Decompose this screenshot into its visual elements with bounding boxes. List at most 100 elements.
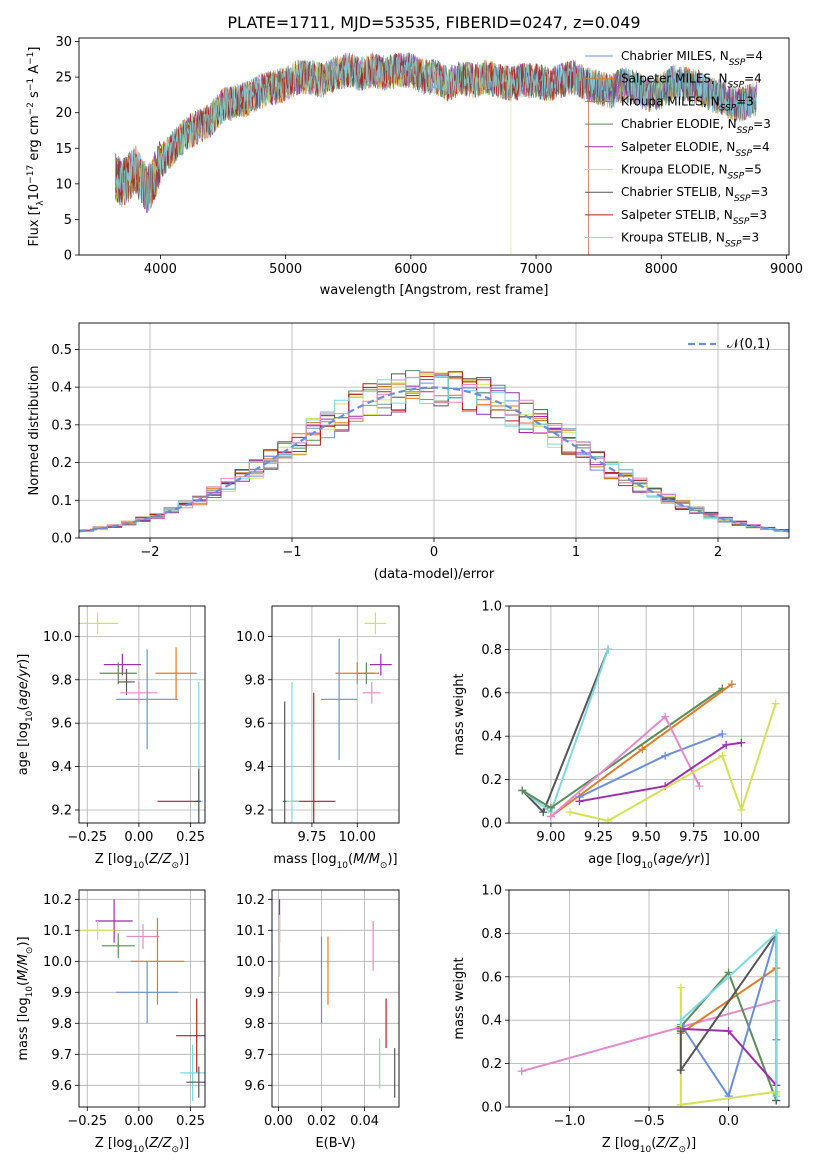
x-axis-label: Z [log10(Z/Z⊙)] (602, 1136, 696, 1155)
y-axis-label: Normed distribution (27, 366, 42, 496)
panel-mass-vs-ebv: 0.00 0.02 0.04 9.6 9.7 9.8 9.9 10.0 10.1 10.2 (236, 889, 400, 1129)
y-tick-label: 0.6 (481, 686, 502, 701)
y-axis-label: Flux [fλ10−17 erg cm−2 s−1 A−1] (26, 47, 46, 247)
plot-area (79, 323, 789, 538)
y-tick-label: 9.6 (244, 1079, 265, 1094)
legend-label: Chabrier MILES, NSSP=4 (621, 49, 763, 68)
x-axis-label: Z [log10(Z/Z⊙)] (95, 1136, 189, 1155)
errorbar-point (369, 653, 392, 676)
x-tick-label: 0.25 (176, 1114, 205, 1129)
y-tick-label: 30 (55, 35, 72, 50)
plot-area (272, 606, 399, 823)
axes-frame (271, 605, 400, 824)
marker-plus (676, 983, 685, 992)
axes-frame (78, 37, 790, 256)
panel-age-vs-mass: 9.75 10.00 9.2 9.4 9.6 9.8 10.0 mass [log10(M/M… (236, 605, 400, 871)
legend-label: Kroupa STELIB, NSSP=3 (621, 231, 759, 250)
x-tick-label: 7000 (520, 262, 553, 277)
y-tick-label: 10.0 (236, 630, 265, 645)
panel-mass-weight-vs-age: 9.00 9.25 9.50 9.75 10.00 0.0 0.2 0.4 0.6 0.8 1.0 a… (452, 600, 790, 871)
x-tick-label: 9.50 (632, 830, 661, 845)
spectrum-line (115, 52, 757, 214)
mass-weight-line (521, 649, 609, 814)
panel-mass-vs-Z: −0.25 0.00 0.25 9.6 9.7 9.8 9.9 10.0 10.1 10.2 Z [… (16, 889, 206, 1155)
marker-plus (546, 803, 555, 812)
y-tick-label: 9.4 (244, 760, 265, 775)
mass-weight-line (550, 715, 701, 818)
marker-plus (676, 1016, 685, 1025)
errorbar-point (130, 917, 185, 1005)
errorbar-point (118, 668, 135, 695)
y-tick-label: 1.0 (481, 600, 502, 615)
y-tick-label: 10.1 (43, 924, 72, 939)
x-tick-label: 2 (714, 545, 722, 560)
x-tick-label: 0.00 (264, 1114, 293, 1129)
marker-plus (565, 808, 574, 817)
axes-frame (271, 889, 400, 1108)
y-tick-label: 10.2 (43, 893, 72, 908)
x-tick-label: 0.00 (124, 1114, 153, 1129)
x-axis-label: E(B-V) (315, 1136, 355, 1151)
errorbar-point (81, 921, 115, 940)
marker-plus (724, 1027, 733, 1036)
marker-plus (772, 1092, 781, 1101)
y-tick-label: 9.6 (51, 717, 72, 732)
x-tick-label: 4000 (144, 262, 177, 277)
legend-label: Salpeter MILES, NSSP=4 (621, 72, 762, 91)
y-tick-label: 0.2 (481, 773, 502, 788)
marker-plus (575, 797, 584, 806)
marker-plus (661, 712, 670, 721)
marker-plus (604, 645, 613, 654)
x-tick-label: 0.00 (124, 830, 153, 845)
x-tick-label: 0.04 (350, 1114, 379, 1129)
errorbar-point (186, 1066, 205, 1098)
y-tick-label: 0.4 (51, 381, 72, 396)
errorbar-point (126, 924, 160, 949)
legend-label: Kroupa ELODIE, NSSP=5 (621, 163, 762, 182)
normal-curve (79, 386, 789, 533)
y-tick-label: 0.0 (481, 817, 502, 832)
x-tick-label: 10.00 (723, 830, 760, 845)
marker-plus (724, 968, 733, 977)
chart-title: PLATE=1711, MJD=53535, FIBERID=0247, z=0… (227, 13, 640, 32)
legend-label: Chabrier STELIB, NSSP=3 (621, 185, 768, 204)
panel-residuals: −2 −1 0 1 2 0.0 0.1 0.2 0.3 0.4 0.5 𝒩(0,1) (data-mod… (27, 322, 790, 582)
errorbar-point (176, 998, 205, 1073)
y-tick-label: 0.8 (481, 643, 502, 658)
marker-plus (638, 745, 647, 754)
axes-frame (508, 605, 790, 824)
mass-weight-line (579, 741, 742, 803)
errorbar-point (116, 649, 179, 750)
mass-weight-line (521, 999, 777, 1073)
marker-plus (676, 1100, 685, 1107)
legend-label: 𝒩(0,1) (727, 337, 770, 352)
plot-area (509, 890, 789, 1107)
x-tick-label: 9.75 (297, 830, 326, 845)
legend-label: Salpeter STELIB, NSSP=3 (621, 208, 767, 227)
y-tick-label: 9.7 (244, 1048, 265, 1063)
y-tick-label: 9.6 (244, 717, 265, 732)
legend-label: Chabrier ELODIE, NSSP=3 (621, 117, 771, 136)
y-tick-label: 9.2 (51, 803, 72, 818)
y-tick-label: 9.2 (244, 803, 265, 818)
marker-plus (718, 751, 727, 760)
errorbar-point (335, 662, 380, 685)
x-tick-label: −1.0 (554, 1114, 586, 1129)
y-tick-label: 10.0 (43, 955, 72, 970)
marker-plus (722, 740, 731, 749)
errorbar-point (103, 653, 141, 676)
marker-plus (539, 808, 548, 817)
errorbar-point (284, 681, 300, 823)
y-axis-label: mass weight (452, 673, 467, 755)
legend-label: Kroupa MILES, NSSP=3 (621, 94, 754, 113)
y-tick-label: 9.6 (51, 1079, 72, 1094)
y-axis-label: mass [log10(M/M⊙)] (16, 936, 35, 1060)
y-tick-label: 0.2 (51, 456, 72, 471)
legend-label: Salpeter ELODIE, NSSP=4 (621, 140, 770, 159)
x-axis-label: Z [log10(Z/Z⊙)] (95, 852, 189, 871)
plot-area (115, 52, 757, 255)
x-tick-label: 8000 (645, 262, 678, 277)
axes-frame (78, 889, 206, 1108)
errorbar-point (101, 933, 135, 959)
